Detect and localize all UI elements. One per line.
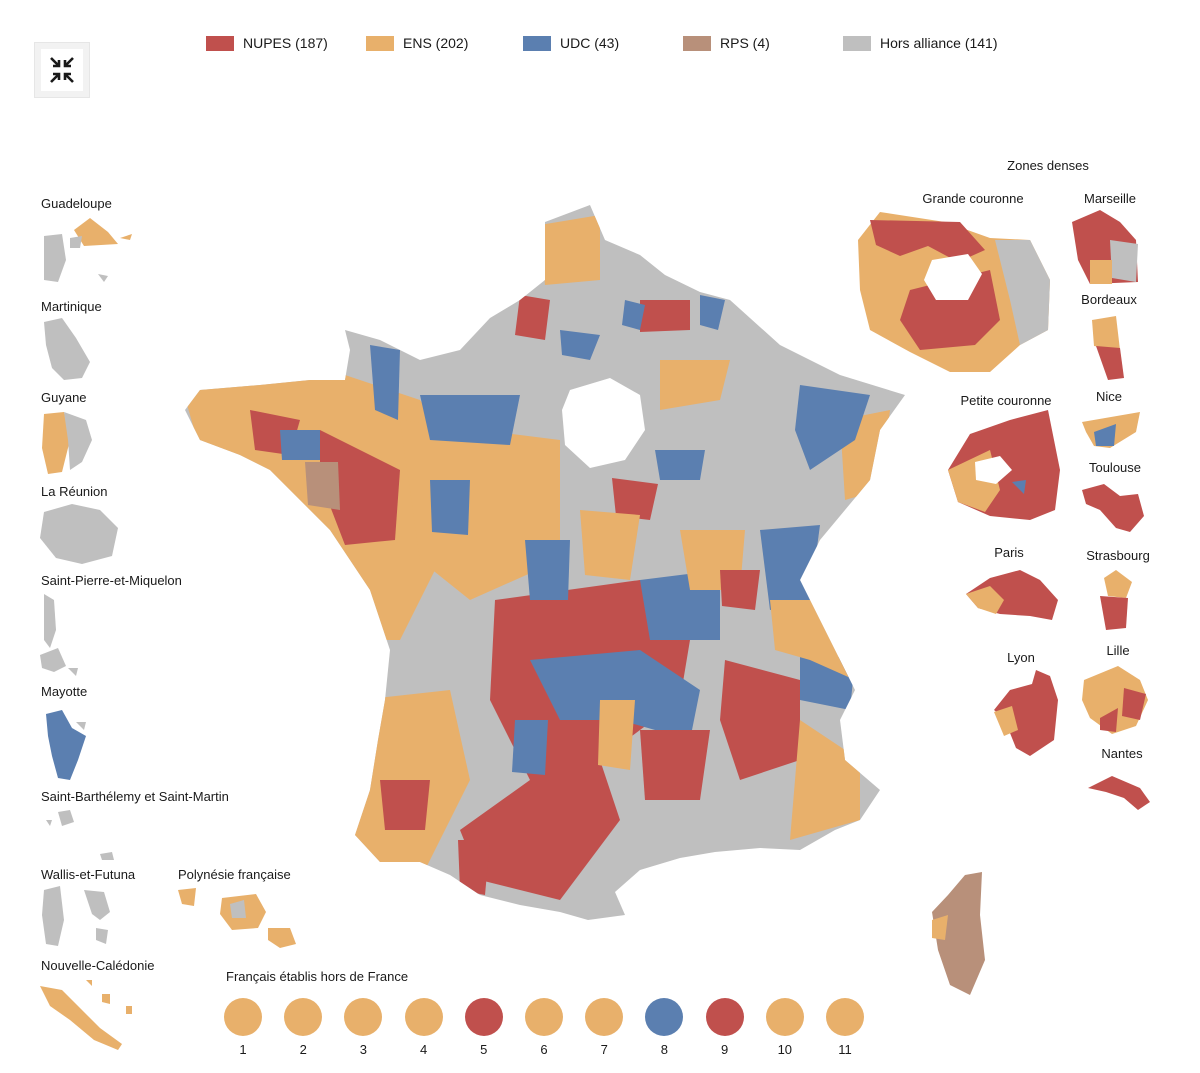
legend-item-hors[interactable]: Hors alliance (141): [843, 32, 998, 54]
legend-label-ens: ENS (202): [403, 35, 469, 51]
legend-label-nupes: NUPES (187): [243, 35, 328, 51]
legend-swatch-rps: [683, 35, 711, 51]
legend-swatch-hors: [843, 35, 871, 51]
abroad-circle[interactable]: [404, 998, 443, 1036]
label-polynesie: Polynésie française: [178, 867, 291, 882]
label-petite-couronne: Petite couronne: [960, 393, 1052, 408]
legend-item-rps[interactable]: RPS (4): [683, 32, 770, 54]
collapse-arrows-icon: [50, 57, 74, 83]
legend-label-rps: RPS (4): [720, 35, 770, 51]
label-martinique: Martinique: [41, 299, 102, 314]
label-toulouse: Toulouse: [1088, 460, 1142, 475]
nantes-map: [1088, 776, 1150, 810]
abroad-circle[interactable]: [344, 998, 383, 1036]
caledonie-map: [40, 980, 132, 1050]
abroad-circle-number: 6: [540, 1042, 548, 1057]
label-zones-denses: Zones denses: [1007, 158, 1089, 173]
abroad-circle-number: 10: [777, 1042, 793, 1057]
abroad-circle[interactable]: [525, 998, 563, 1036]
paris-map: [966, 570, 1058, 620]
abroad-circle[interactable]: [585, 998, 624, 1036]
legend-swatch-nupes: [206, 35, 234, 51]
label-grande-couronne: Grande couronne: [922, 191, 1024, 206]
abroad-circle[interactable]: [826, 998, 864, 1036]
abroad-circle[interactable]: [765, 998, 804, 1036]
label-caledonie: Nouvelle-Calédonie: [41, 958, 155, 973]
toulouse-map: [1082, 484, 1144, 532]
label-reunion: La Réunion: [41, 484, 108, 499]
guadeloupe-map: [44, 218, 132, 282]
marseille-map: [1072, 210, 1138, 284]
abroad-circle[interactable]: [645, 998, 684, 1036]
strasbourg-map: [1100, 570, 1132, 630]
label-stbarth: Saint-Barthélemy et Saint-Martin: [41, 789, 229, 804]
corsica-map: [932, 872, 985, 995]
stbarth-stmartin-map: [46, 810, 74, 826]
label-guyane: Guyane: [41, 390, 87, 405]
label-nice: Nice: [1095, 389, 1123, 404]
spm-map: [40, 594, 78, 676]
nice-map: [1082, 412, 1140, 448]
abroad-circle-number: 7: [600, 1042, 608, 1057]
label-abroad-title: Français établis hors de France: [226, 969, 409, 984]
label-wallis: Wallis-et-Futuna: [41, 867, 136, 882]
wallis-map: [42, 852, 114, 946]
lyon-map: [994, 670, 1058, 756]
grande-couronne-map: [858, 212, 1050, 372]
abroad-circle-number: 11: [838, 1042, 852, 1057]
legend: NUPES (187) ENS (202) UDC (43) RPS (4) H…: [0, 32, 1200, 54]
lille-map: [1082, 666, 1148, 734]
label-guadeloupe: Guadeloupe: [41, 196, 112, 211]
legend-swatch-udc: [523, 35, 551, 51]
abroad-circle-number: 3: [359, 1042, 368, 1057]
mayotte-map: [46, 710, 86, 780]
label-bordeaux: Bordeaux: [1081, 292, 1137, 307]
abroad-circle-number: 5: [480, 1042, 488, 1057]
abroad-circle-number: 9: [720, 1042, 729, 1057]
legend-label-hors: Hors alliance (141): [880, 35, 998, 51]
label-nantes: Nantes: [1101, 746, 1143, 761]
label-paris: Paris: [994, 545, 1024, 560]
abroad-circle-number: 4: [419, 1042, 428, 1057]
collapse-button-inner: [41, 49, 83, 91]
abroad-circle[interactable]: [284, 998, 323, 1036]
legend-item-udc[interactable]: UDC (43): [523, 32, 619, 54]
label-strasbourg: Strasbourg: [1086, 548, 1150, 563]
petite-couronne-map: [948, 410, 1060, 520]
legend-item-ens[interactable]: ENS (202): [366, 32, 468, 54]
abroad-circle[interactable]: [705, 998, 744, 1036]
bordeaux-map: [1092, 316, 1124, 380]
abroad-circle-number: 8: [660, 1042, 669, 1057]
guyane-map: [42, 412, 92, 474]
legend-label-udc: UDC (43): [560, 35, 620, 51]
reunion-map: [40, 504, 118, 564]
martinique-map: [44, 318, 90, 380]
abroad-circle[interactable]: [464, 998, 503, 1036]
legend-swatch-ens: [366, 35, 394, 51]
label-lyon: Lyon: [1007, 650, 1035, 665]
polynesie-map: [178, 888, 296, 948]
label-spm: Saint-Pierre-et-Miquelon: [41, 573, 182, 588]
label-marseille: Marseille: [1083, 191, 1137, 206]
mainland-france-map: [185, 205, 905, 920]
label-lille: Lille: [1106, 643, 1130, 658]
abroad-circle-number: 1: [239, 1042, 247, 1057]
collapse-button[interactable]: [34, 42, 90, 98]
label-mayotte: Mayotte: [41, 684, 88, 699]
abroad-circle[interactable]: [224, 998, 262, 1036]
abroad-circle-number: 2: [299, 1042, 307, 1057]
legend-item-nupes[interactable]: NUPES (187): [206, 32, 328, 54]
